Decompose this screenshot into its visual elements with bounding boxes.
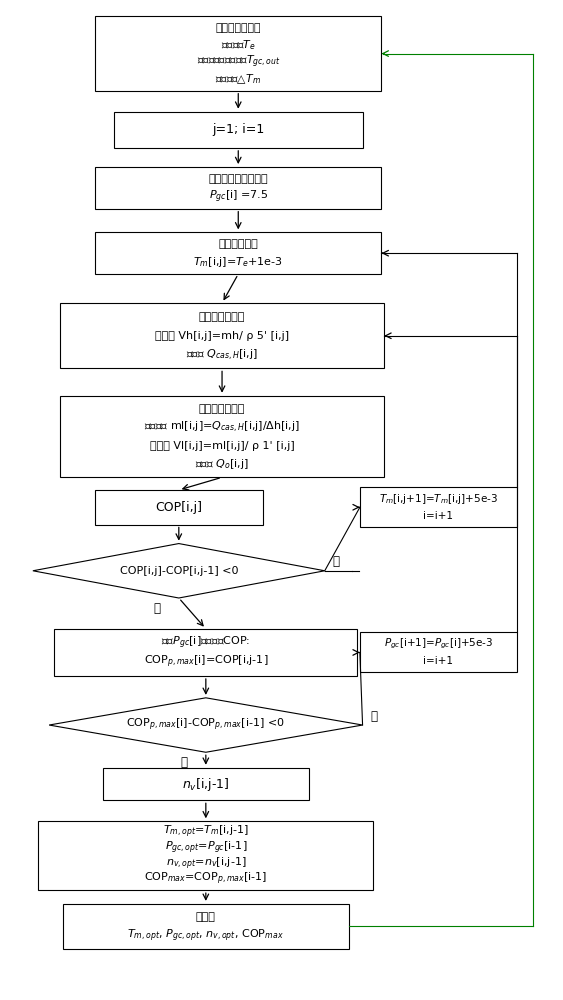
Text: 是: 是 (154, 602, 160, 615)
FancyBboxPatch shape (95, 167, 382, 209)
Text: $n_{v,opt}$=$n_v$[i,j-1]: $n_{v,opt}$=$n_v$[i,j-1] (166, 855, 246, 872)
Text: $P_{gc,opt}$=$P_{gc}$[i-1]: $P_{gc,opt}$=$P_{gc}$[i-1] (164, 840, 247, 856)
Polygon shape (49, 698, 363, 752)
Text: 蒸发温度$T_e$: 蒸发温度$T_e$ (221, 38, 256, 52)
Text: 初取高温级排气压力: 初取高温级排气压力 (208, 174, 268, 184)
Text: COP[i,j]-COP[i,j-1] <0: COP[i,j]-COP[i,j-1] <0 (119, 566, 238, 576)
Text: 制冷量 $Q_{cas,H}$[i,j]: 制冷量 $Q_{cas,H}$[i,j] (186, 347, 258, 363)
Text: 输入工况参数：: 输入工况参数： (216, 23, 261, 33)
Text: i=i+1: i=i+1 (423, 511, 453, 521)
Text: $T_m$[i,j+1]=$T_m$[i,j]+5e-3: $T_m$[i,j+1]=$T_m$[i,j]+5e-3 (379, 492, 498, 506)
Text: COP$_{max}$=COP$_{p,max}$[i-1]: COP$_{max}$=COP$_{p,max}$[i-1] (144, 871, 267, 887)
Text: $T_m$[i,j]=$T_e$+1e-3: $T_m$[i,j]=$T_e$+1e-3 (194, 255, 283, 269)
Text: 否: 否 (370, 710, 378, 723)
Text: 否: 否 (333, 555, 340, 568)
FancyBboxPatch shape (95, 490, 262, 524)
FancyBboxPatch shape (95, 16, 382, 91)
Text: COP[i,j]: COP[i,j] (155, 501, 202, 514)
Text: 高温循环计算：: 高温循环计算： (199, 312, 245, 322)
Text: 气体冷却器出口温度$T_{gc,out}$: 气体冷却器出口温度$T_{gc,out}$ (196, 54, 280, 70)
FancyBboxPatch shape (114, 112, 363, 148)
Text: $P_{gc}$[i] =7.5: $P_{gc}$[i] =7.5 (208, 188, 268, 205)
Text: 质量流量 ml[i,j]=$Q_{cas,H}$[i,j]/Δh[i,j]: 质量流量 ml[i,j]=$Q_{cas,H}$[i,j]/Δh[i,j] (144, 420, 300, 435)
FancyBboxPatch shape (38, 821, 373, 890)
Text: 是: 是 (181, 756, 187, 769)
Text: COP$_{p,max}$[i]=COP[i,j-1]: COP$_{p,max}$[i]=COP[i,j-1] (144, 654, 268, 670)
Text: COP$_{p,max}$[i]-COP$_{p,max}$[i-1] <0: COP$_{p,max}$[i]-COP$_{p,max}$[i-1] <0 (126, 717, 285, 733)
Text: $P_{gc}$[i+1]=$P_{gc}$[i]+5e-3: $P_{gc}$[i+1]=$P_{gc}$[i]+5e-3 (383, 637, 493, 651)
FancyBboxPatch shape (360, 487, 517, 527)
Text: 复叠温差△$T_m$: 复叠温差△$T_m$ (215, 72, 261, 86)
Polygon shape (33, 544, 325, 598)
Text: 吸气量 Vh[i,j]=mh/ ρ 5' [i,j]: 吸气量 Vh[i,j]=mh/ ρ 5' [i,j] (155, 331, 289, 341)
FancyBboxPatch shape (62, 904, 349, 949)
Text: 输出：: 输出： (196, 912, 216, 922)
FancyBboxPatch shape (360, 632, 517, 672)
Text: j=1; i=1: j=1; i=1 (212, 123, 265, 136)
Text: 吸气量 Vl[i,j]=ml[i,j]/ ρ 1' [i,j]: 吸气量 Vl[i,j]=ml[i,j]/ ρ 1' [i,j] (150, 441, 294, 451)
Text: $T_{m,opt}$, $P_{gc,opt}$, $n_{v,opt}$, COP$_{max}$: $T_{m,opt}$, $P_{gc,opt}$, $n_{v,opt}$, … (127, 928, 284, 944)
Text: 初取中间温度: 初取中间温度 (218, 239, 258, 249)
Text: 制冷量 $Q_o$[i,j]: 制冷量 $Q_o$[i,j] (195, 457, 249, 471)
FancyBboxPatch shape (60, 396, 384, 477)
FancyBboxPatch shape (55, 629, 357, 676)
Text: 求得$P_{gc}$[i]下的最优COP:: 求得$P_{gc}$[i]下的最优COP: (161, 634, 251, 651)
FancyBboxPatch shape (95, 232, 382, 274)
Text: $T_{m,opt}$=$T_m$[i,j-1]: $T_{m,opt}$=$T_m$[i,j-1] (163, 824, 249, 840)
Text: 低温循环计算：: 低温循环计算： (199, 404, 245, 414)
Text: $n_v$[i,j-1]: $n_v$[i,j-1] (182, 776, 230, 793)
FancyBboxPatch shape (103, 768, 309, 800)
FancyBboxPatch shape (60, 303, 384, 368)
Text: i=i+1: i=i+1 (423, 656, 453, 666)
